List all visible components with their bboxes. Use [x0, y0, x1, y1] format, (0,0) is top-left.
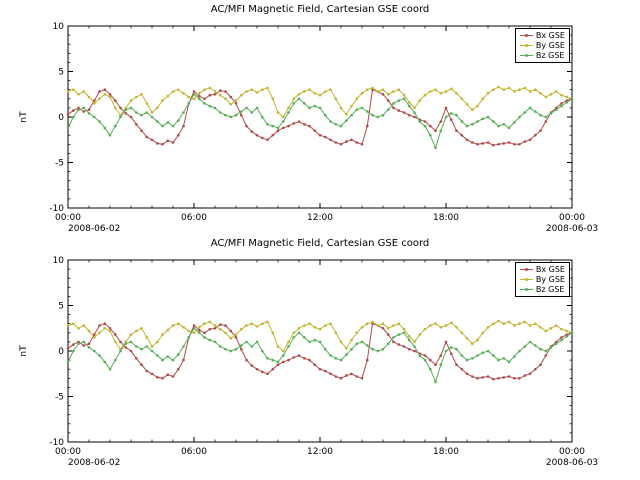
legend: Bx GSE By GSE Bz GSE	[514, 28, 570, 63]
legend-label-bx: Bx GSE	[535, 265, 565, 274]
svg-text:nT: nT	[19, 111, 29, 123]
legend-item-by: By GSE	[519, 275, 565, 284]
svg-text:00:00: 00:00	[559, 213, 585, 223]
legend: Bx GSE By GSE Bz GSE	[514, 262, 570, 297]
svg-text:2008-06-02: 2008-06-02	[68, 458, 120, 468]
svg-text:18:00: 18:00	[433, 447, 459, 457]
svg-text:2008-06-03: 2008-06-03	[546, 224, 598, 234]
svg-text:2008-06-02: 2008-06-02	[68, 224, 120, 234]
bz-line-swatch	[519, 53, 533, 58]
svg-text:-10: -10	[49, 438, 64, 448]
svg-text:12:00: 12:00	[307, 213, 333, 223]
svg-text:00:00: 00:00	[55, 213, 81, 223]
svg-text:10: 10	[53, 256, 65, 266]
by-line-swatch	[519, 43, 533, 48]
svg-text:00:00: 00:00	[55, 447, 81, 457]
magnetic-field-chart-bottom: AC/MFI Magnetic Field, Cartesian GSE coo…	[0, 238, 640, 468]
svg-text:12:00: 12:00	[307, 447, 333, 457]
svg-text:0: 0	[58, 113, 64, 123]
legend-label-by: By GSE	[535, 41, 565, 50]
svg-text:-10: -10	[49, 204, 64, 214]
bx-line-swatch	[519, 267, 533, 272]
bz-line-swatch	[519, 287, 533, 292]
magnetic-field-chart-top: AC/MFI Magnetic Field, Cartesian GSE coo…	[0, 4, 640, 234]
legend-item-bx: Bx GSE	[519, 31, 565, 40]
legend-item-bz: Bz GSE	[519, 51, 565, 60]
legend-item-by: By GSE	[519, 41, 565, 50]
svg-text:06:00: 06:00	[181, 213, 207, 223]
legend-item-bx: Bx GSE	[519, 265, 565, 274]
legend-label-bx: Bx GSE	[535, 31, 565, 40]
svg-text:06:00: 06:00	[181, 447, 207, 457]
svg-text:-5: -5	[55, 159, 64, 169]
legend-label-bz: Bz GSE	[535, 285, 565, 294]
svg-text:nT: nT	[19, 345, 29, 357]
chart-title: AC/MFI Magnetic Field, Cartesian GSE coo…	[210, 238, 430, 249]
by-line-swatch	[519, 277, 533, 282]
chart-title: AC/MFI Magnetic Field, Cartesian GSE coo…	[210, 4, 430, 15]
svg-text:-5: -5	[55, 393, 64, 403]
svg-text:5: 5	[58, 302, 64, 312]
legend-label-bz: Bz GSE	[535, 51, 565, 60]
legend-label-by: By GSE	[535, 275, 565, 284]
svg-text:10: 10	[53, 22, 65, 32]
svg-text:18:00: 18:00	[433, 213, 459, 223]
legend-item-bz: Bz GSE	[519, 285, 565, 294]
svg-text:00:00: 00:00	[559, 447, 585, 457]
svg-text:0: 0	[58, 347, 64, 357]
svg-text:5: 5	[58, 68, 64, 78]
bx-line-swatch	[519, 33, 533, 38]
svg-text:2008-06-03: 2008-06-03	[546, 458, 598, 468]
